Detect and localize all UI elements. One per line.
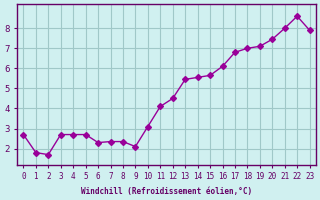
- X-axis label: Windchill (Refroidissement éolien,°C): Windchill (Refroidissement éolien,°C): [81, 187, 252, 196]
